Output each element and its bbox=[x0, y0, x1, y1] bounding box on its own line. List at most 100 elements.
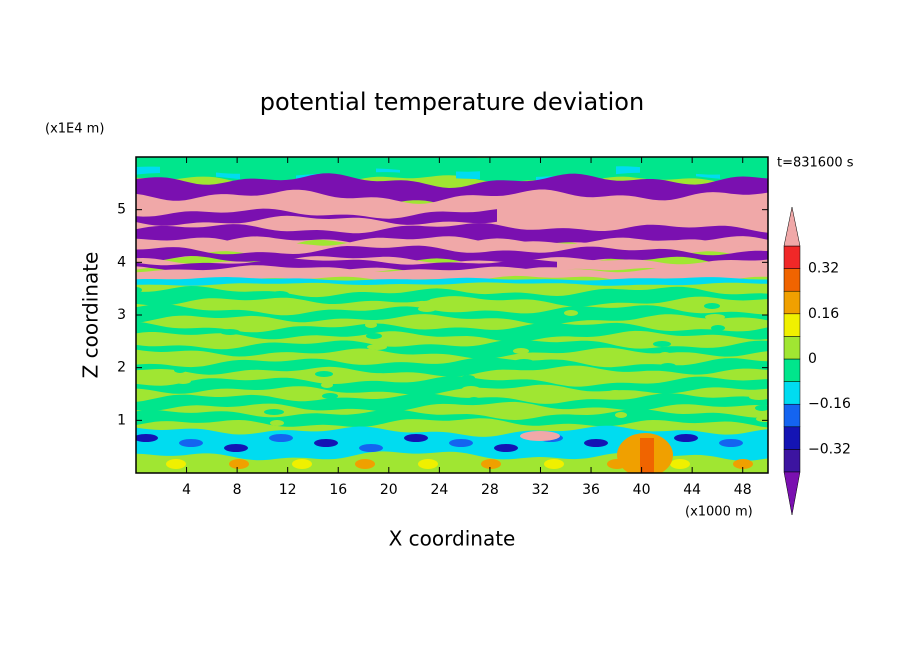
contour-blob bbox=[659, 352, 671, 358]
colorbar-box bbox=[783, 426, 801, 450]
contour-blob bbox=[640, 438, 654, 473]
colorbar-box bbox=[783, 449, 801, 473]
contour-band bbox=[456, 171, 480, 180]
contour-blob bbox=[136, 434, 158, 442]
contour-blob bbox=[417, 295, 431, 301]
colorbar-tick-label: 0.32 bbox=[808, 261, 839, 277]
colorbar-tick-label: −0.32 bbox=[808, 441, 851, 457]
y-tick-label: 1 bbox=[117, 412, 126, 428]
colorbar-box bbox=[783, 381, 801, 405]
y-tick-label: 3 bbox=[117, 307, 126, 323]
x-tick-label: 28 bbox=[481, 482, 499, 498]
colorbar-max bbox=[783, 206, 801, 247]
contour-band bbox=[136, 304, 768, 325]
colorbar-box bbox=[783, 358, 801, 382]
contour-band bbox=[136, 357, 768, 377]
contour-blob bbox=[674, 434, 698, 442]
y-tick-label: 5 bbox=[117, 202, 126, 218]
x-tick-label: 32 bbox=[532, 482, 550, 498]
colorbar-box bbox=[783, 403, 801, 428]
colorbar-tick-label: 0.16 bbox=[808, 306, 839, 322]
contour-blob bbox=[468, 397, 480, 403]
x-tick-label: 44 bbox=[683, 482, 701, 498]
contour-blob bbox=[292, 459, 312, 469]
contour-blob bbox=[418, 459, 438, 469]
contour-blob bbox=[179, 439, 203, 447]
x-tick-label: 24 bbox=[430, 482, 448, 498]
x-tick-label: 16 bbox=[329, 482, 347, 498]
contour-blob bbox=[481, 459, 501, 469]
contour-band bbox=[216, 172, 240, 180]
colorbar-box bbox=[783, 313, 801, 337]
contour-band bbox=[616, 166, 640, 175]
contour-blob bbox=[322, 393, 338, 399]
contour-blob bbox=[704, 303, 720, 309]
contour-blob bbox=[449, 439, 473, 447]
contour-blob bbox=[513, 348, 529, 354]
contour-blob bbox=[271, 291, 289, 297]
contour-band bbox=[136, 265, 768, 283]
contour-field bbox=[136, 157, 768, 473]
time-label: t=831600 s bbox=[777, 156, 854, 171]
contour-band bbox=[136, 166, 160, 175]
x-tick-label: 8 bbox=[233, 482, 242, 498]
contour-blob bbox=[733, 459, 753, 469]
colorbar-box bbox=[783, 268, 801, 292]
contour-blob bbox=[175, 378, 191, 384]
colorbar-tick-label: 0 bbox=[808, 351, 817, 367]
contour-blob bbox=[224, 444, 248, 452]
contour-blob bbox=[136, 287, 142, 293]
x-tick-label: 4 bbox=[182, 482, 191, 498]
contour-band bbox=[136, 393, 768, 412]
contour-band bbox=[136, 157, 768, 186]
contour-blob bbox=[366, 333, 382, 339]
contour-blob bbox=[514, 359, 534, 365]
contour-band bbox=[136, 208, 497, 226]
y-tick-label: 2 bbox=[117, 360, 126, 376]
contour-blob bbox=[557, 288, 573, 294]
contour-blob bbox=[418, 306, 436, 312]
contour-blob bbox=[653, 341, 671, 347]
contour-blob bbox=[166, 459, 186, 469]
contour-blob bbox=[705, 314, 725, 320]
contour-blob bbox=[609, 401, 627, 407]
contour-band bbox=[136, 376, 768, 396]
contour-blob bbox=[711, 325, 725, 331]
colorbar-tick-label: −0.16 bbox=[808, 396, 851, 412]
contour-blob bbox=[411, 424, 431, 430]
x-tick-label: 40 bbox=[633, 482, 651, 498]
contour-blob bbox=[512, 337, 524, 343]
contour-blob bbox=[755, 405, 768, 411]
contour-band bbox=[136, 321, 768, 342]
contour-blob bbox=[615, 412, 627, 418]
x-tick-label: 20 bbox=[380, 482, 398, 498]
x-tick-label: 12 bbox=[279, 482, 297, 498]
contour-blob bbox=[219, 318, 235, 324]
contour-blob bbox=[584, 439, 608, 447]
colorbar-min bbox=[783, 471, 801, 516]
contour-blob bbox=[494, 444, 518, 452]
contour-blob bbox=[756, 416, 768, 422]
x-tick-label: 48 bbox=[734, 482, 752, 498]
contour-blob bbox=[564, 310, 578, 316]
contour-blob bbox=[462, 386, 480, 392]
contour-blob bbox=[749, 394, 768, 400]
contour-blob bbox=[226, 340, 240, 346]
contour-blob bbox=[660, 363, 676, 369]
colorbar-box bbox=[783, 290, 801, 315]
contour-blob bbox=[365, 322, 377, 328]
contour-blob bbox=[544, 459, 564, 469]
contour-blob bbox=[520, 431, 560, 441]
contour-blob bbox=[168, 356, 186, 362]
y-unit: (x1E4 m) bbox=[45, 122, 104, 137]
x-axis-label: X coordinate bbox=[389, 527, 516, 551]
contour-blob bbox=[314, 439, 338, 447]
contour-blob bbox=[355, 459, 375, 469]
contour-blob bbox=[220, 329, 240, 335]
x-tick-label: 36 bbox=[582, 482, 600, 498]
contour-blob bbox=[269, 434, 293, 442]
contour-blob bbox=[229, 459, 249, 469]
contour-blob bbox=[670, 459, 690, 469]
y-tick-label: 4 bbox=[117, 254, 126, 270]
